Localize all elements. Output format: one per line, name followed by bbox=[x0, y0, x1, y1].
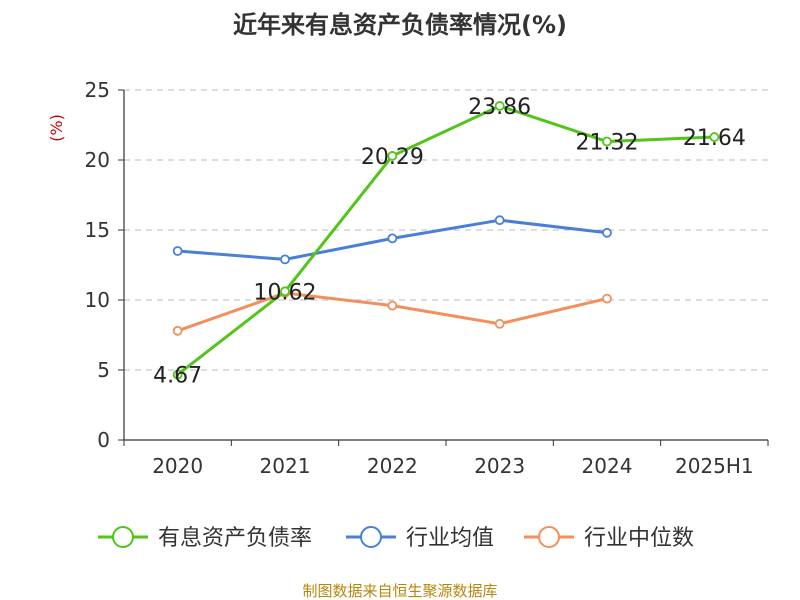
x-tick-label: 2020 bbox=[152, 454, 203, 478]
data-point bbox=[172, 369, 183, 380]
y-tick-label: 20 bbox=[85, 148, 110, 172]
x-tick-label: 2025H1 bbox=[675, 454, 754, 478]
y-axis-label: (%) bbox=[47, 114, 66, 142]
data-label: 21.64 bbox=[683, 126, 746, 151]
legend-item-2[interactable]: 行业中位数 bbox=[524, 526, 694, 551]
data-point bbox=[172, 246, 183, 256]
axes: 0 5 10 15 20 25 2020 2021 2022 2023 2024 2025H1 bbox=[85, 78, 769, 478]
legend-label: 有息资产负债率 bbox=[158, 526, 312, 551]
data-label: 10.62 bbox=[254, 280, 317, 305]
data-point bbox=[387, 151, 398, 161]
data-point bbox=[709, 132, 720, 142]
data-point bbox=[494, 215, 505, 226]
data-label: 4.67 bbox=[153, 364, 202, 389]
legend-label: 行业中位数 bbox=[584, 526, 694, 551]
x-tick-label: 2022 bbox=[367, 454, 418, 478]
y-tick-label: 15 bbox=[85, 218, 110, 242]
legend-marker-icon bbox=[360, 526, 382, 548]
x-tick-label: 2024 bbox=[582, 454, 633, 478]
data-point bbox=[280, 254, 290, 265]
legend-marker-icon bbox=[112, 526, 134, 548]
data-point bbox=[602, 136, 612, 147]
x-tick-label: 2023 bbox=[474, 454, 525, 478]
data-labels: 4.67 10.62 20.29 23.86 21.32 21.64 bbox=[153, 95, 746, 389]
data-point bbox=[494, 101, 505, 111]
data-point bbox=[602, 227, 612, 238]
data-point bbox=[387, 233, 398, 244]
series-lines bbox=[172, 101, 720, 380]
chart-title: 近年来有息资产负债率情况(%) bbox=[233, 11, 567, 39]
x-tick-label: 2021 bbox=[260, 454, 311, 478]
legend[interactable]: 有息资产负债率 行业均值 行业中位数 bbox=[98, 526, 694, 551]
legend-marker-icon bbox=[538, 526, 560, 548]
legend-label: 行业均值 bbox=[406, 526, 494, 551]
data-label: 23.86 bbox=[468, 95, 531, 120]
y-tick-label: 5 bbox=[97, 358, 110, 382]
data-point bbox=[280, 286, 290, 297]
legend-item-1[interactable]: 行业均值 bbox=[346, 526, 494, 551]
data-point bbox=[172, 325, 183, 336]
legend-item-0[interactable]: 有息资产负债率 bbox=[98, 526, 312, 551]
y-tick-label: 10 bbox=[85, 288, 110, 312]
y-tick-label: 0 bbox=[97, 428, 110, 452]
data-label: 20.29 bbox=[361, 145, 424, 170]
series-line-0 bbox=[176, 104, 715, 376]
data-point bbox=[602, 293, 612, 304]
data-point bbox=[494, 318, 505, 329]
data-point bbox=[387, 300, 398, 311]
source-note: 制图数据来自恒生聚源数据库 bbox=[302, 582, 497, 600]
data-label: 21.32 bbox=[576, 131, 639, 156]
y-tick-label: 25 bbox=[85, 78, 110, 102]
